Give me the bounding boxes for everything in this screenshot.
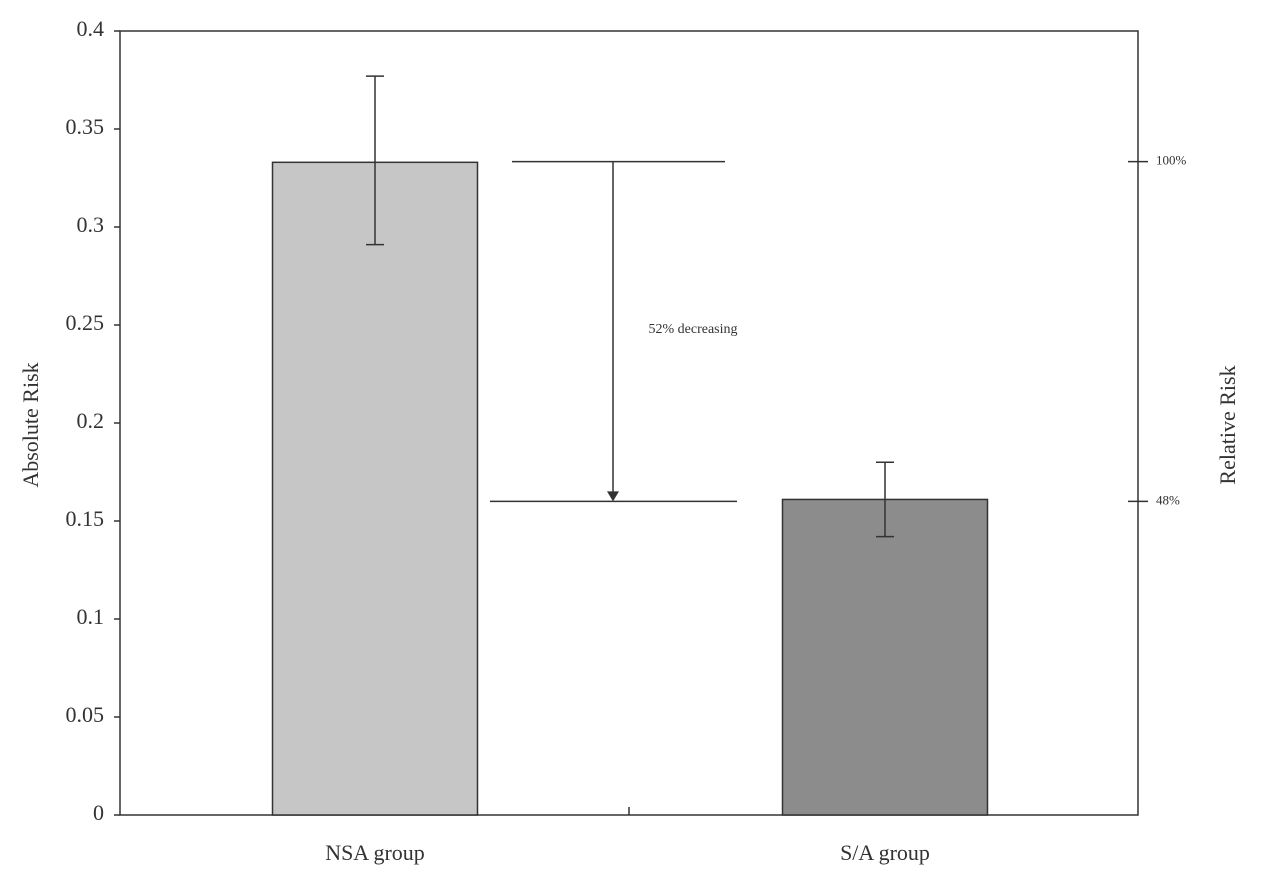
y-tick-label: 0 (93, 800, 104, 825)
x-tick-label: S/A group (840, 840, 930, 865)
x-tick-label: NSA group (325, 840, 425, 865)
arrow-head (607, 491, 619, 502)
bar (271, 161, 479, 816)
y-tick-label: 0.05 (66, 702, 105, 727)
annotation: 52% decreasing (648, 322, 737, 337)
y-tick-label: 0.25 (66, 310, 105, 335)
bar (781, 498, 989, 816)
y-tick-label: 0.1 (77, 604, 105, 629)
y2-tick-label: 100% (1156, 153, 1187, 168)
y2-tick-label: 48% (1156, 492, 1180, 507)
y-tick-label: 0.15 (66, 506, 105, 531)
y-tick-label: 0.35 (66, 114, 105, 139)
y-axis-label: Absolute Risk (18, 362, 43, 487)
y-tick-label: 0.4 (77, 16, 105, 41)
y2-axis-label: Relative Risk (1215, 365, 1240, 484)
y-tick-label: 0.2 (77, 408, 105, 433)
y-tick-label: 0.3 (77, 212, 105, 237)
